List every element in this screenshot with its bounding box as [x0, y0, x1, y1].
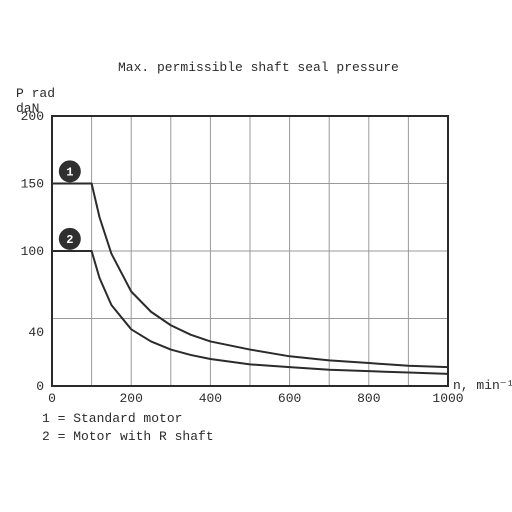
x-tick-label: 0 — [48, 391, 56, 406]
x-tick-label: 1000 — [432, 391, 463, 406]
y-axis-label-line1: P rad — [16, 86, 55, 101]
y-tick-label: 100 — [21, 244, 44, 259]
marker-1: 1 — [59, 160, 81, 182]
y-tick-label: 40 — [28, 325, 44, 340]
plot-area: 0200400600800100004010015020012 — [52, 116, 448, 386]
y-tick-label: 200 — [21, 109, 44, 124]
marker-2: 2 — [59, 228, 81, 250]
x-tick-label: 600 — [278, 391, 301, 406]
chart-svg: 0200400600800100004010015020012 — [52, 116, 448, 386]
chart-title: Max. permissible shaft seal pressure — [118, 60, 399, 75]
x-tick-label: 200 — [119, 391, 142, 406]
x-tick-label: 800 — [357, 391, 380, 406]
y-tick-label: 150 — [21, 177, 44, 192]
svg-text:2: 2 — [66, 233, 73, 247]
y-tick-label: 0 — [36, 379, 44, 394]
x-tick-label: 400 — [199, 391, 222, 406]
svg-text:1: 1 — [66, 165, 73, 179]
legend: 1 = Standard motor 2 = Motor with R shaf… — [42, 410, 214, 445]
